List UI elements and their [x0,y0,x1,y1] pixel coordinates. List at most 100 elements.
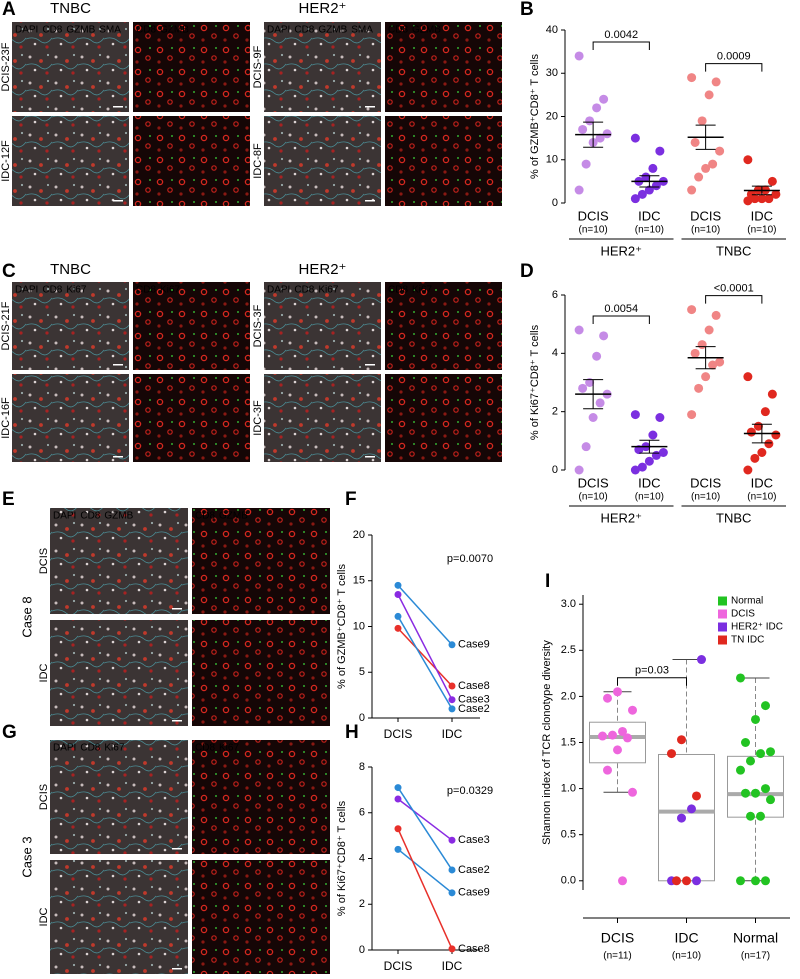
data-point [595,398,605,408]
panel-label: A [2,0,16,20]
data-point [771,430,781,440]
y-tick-label: 1.0 [561,783,576,795]
scale-bar [113,456,123,458]
y-tick-label: 3.0 [561,598,576,610]
group-label: TNBC [716,510,751,525]
channel-label: GZMB [104,511,133,522]
n-label: (n=10) [691,225,720,236]
data-point [651,181,661,191]
legend-label: DCIS [731,609,755,620]
data-point [603,693,612,703]
micrograph [192,620,330,726]
x-tick-label: DCIS [690,475,721,490]
data-point [574,51,584,61]
micrograph [50,508,188,614]
data-point [704,90,714,100]
data-point [672,876,681,886]
y-tick-label: 20 [546,110,558,122]
data-point [694,383,704,393]
data-point [677,813,686,823]
channel-label: CD8 [136,285,156,296]
y-tick-label: 1.5 [561,736,576,748]
data-point [692,791,701,801]
scale-bar [172,608,182,610]
y-tick-label: 2 [552,406,558,418]
y-tick-label: 2 [359,898,365,910]
data-point [704,325,714,335]
data-point [751,876,760,886]
channel-label: CD8 [294,285,314,296]
y-tick-label: 8 [359,761,365,773]
y-tick-label: 0.0 [561,875,576,887]
series-line [397,627,453,687]
data-point [766,795,775,805]
scale-bar [365,456,375,458]
scale-bar [365,200,375,202]
y-tick-label: 10 [546,154,558,166]
row-label: IDC-8F [252,143,264,179]
side-label: Case 3 [19,836,34,877]
micrograph [264,282,381,370]
row-label: IDC-3F [252,400,264,436]
panel-label: I [545,571,550,592]
micrograph [264,116,381,206]
y-tick-label: 0 [552,197,558,209]
data-point [746,811,755,821]
data-point [648,430,658,440]
n-label: (n=10) [672,951,701,962]
data-point [756,811,765,821]
data-point [743,372,753,382]
series-line [397,616,453,710]
y-tick-label: 10 [353,620,365,632]
y-tick-label: 6 [359,807,365,819]
scale-bar [113,200,123,202]
series-label: Case3 [458,834,490,846]
n-label: (n=17) [741,951,770,962]
data-point [701,372,711,382]
series-line [397,594,453,701]
n-label: (n=10) [747,492,776,503]
data-point [743,465,753,475]
channel-label: CD8 [80,511,100,522]
n-label: (n=10) [635,492,664,503]
side-label: Case 8 [19,596,34,637]
channel-label: Ki67 [318,285,338,296]
channel-label: SMA [99,25,121,36]
micrograph [385,22,502,112]
data-point [574,465,584,475]
series-label: Case2 [458,703,490,715]
data-point [623,733,632,743]
channel-label: GZMB [66,25,95,36]
data-point [628,705,637,715]
row-label: IDC [38,663,50,682]
panel-label: G [2,722,17,743]
data-point [394,825,402,833]
panel-label: D [520,261,534,282]
y-axis-label: % of Ki67⁺CD8⁺ T cells [529,324,541,440]
data-point [448,866,456,874]
scale-bar [365,106,375,108]
channel-label: Ki67 [160,285,180,296]
data-point [687,410,697,420]
significance-bracket [592,41,650,50]
data-point [630,410,640,420]
channel-label: SMA [351,25,373,36]
panel-label: E [2,489,15,510]
channel-label: Ki67 [219,743,239,754]
panel-label: C [2,261,16,282]
row-label: DCIS-3F [252,304,264,347]
data-point [394,795,402,803]
data-point [761,701,770,711]
y-tick-label: 6 [552,289,558,301]
panel-label: H [345,722,359,743]
channel-label: CD8 [195,511,215,522]
data-point [644,456,654,466]
group-header: HER2⁺ [299,0,347,17]
legend-label: Normal [731,596,763,607]
data-point [766,747,775,757]
series-line [397,848,453,894]
data-point [750,194,760,204]
data-point [682,876,691,886]
series-label: Case9 [458,887,490,899]
